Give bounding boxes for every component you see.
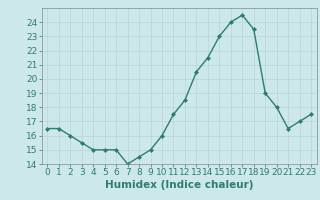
X-axis label: Humidex (Indice chaleur): Humidex (Indice chaleur) xyxy=(105,180,253,190)
